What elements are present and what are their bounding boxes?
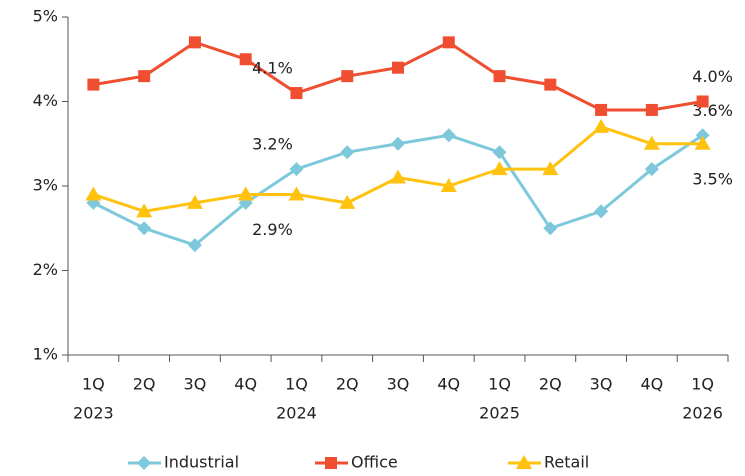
legend-item: Retail xyxy=(508,453,589,472)
marker xyxy=(341,70,354,83)
x-group-label: 2025 xyxy=(479,404,520,423)
marker xyxy=(187,238,202,253)
x-tick-label: 2Q xyxy=(133,375,156,394)
x-tick-label: 4Q xyxy=(437,375,460,394)
x-tick-label: 2Q xyxy=(336,375,359,394)
marker xyxy=(645,103,658,116)
x-tick-label: 1Q xyxy=(285,375,308,394)
x-tick-label: 1Q xyxy=(691,375,714,394)
marker xyxy=(188,36,201,49)
y-tick-label: 3% xyxy=(33,176,58,195)
marker xyxy=(186,194,203,209)
marker xyxy=(137,456,151,470)
legend-item: Industrial xyxy=(128,453,239,472)
marker xyxy=(325,457,337,469)
legend-item: Office xyxy=(315,453,398,472)
marker xyxy=(516,455,532,469)
x-tick-label: 3Q xyxy=(387,375,410,394)
marker xyxy=(442,36,455,49)
marker xyxy=(138,70,151,83)
marker xyxy=(440,178,457,192)
marker xyxy=(85,186,102,201)
data-label: 4.0% xyxy=(692,67,733,86)
marker xyxy=(594,204,609,219)
y-tick-label: 2% xyxy=(33,260,58,279)
marker xyxy=(289,162,304,177)
marker xyxy=(390,169,406,184)
marker xyxy=(644,162,659,177)
marker xyxy=(392,61,404,74)
x-tick-label: 2Q xyxy=(539,375,562,394)
y-tick-label: 1% xyxy=(33,345,58,364)
marker xyxy=(391,136,405,151)
x-tick-label: 4Q xyxy=(640,375,663,394)
marker xyxy=(136,203,153,218)
data-label: 2.9% xyxy=(252,220,293,239)
series-line xyxy=(92,133,704,247)
series-line xyxy=(93,40,703,112)
marker xyxy=(695,128,710,143)
marker xyxy=(694,135,711,150)
marker xyxy=(493,70,506,83)
x-tick-label: 1Q xyxy=(488,375,511,394)
marker xyxy=(542,161,559,176)
marker xyxy=(492,145,507,160)
marker xyxy=(339,194,356,209)
legend-label: Industrial xyxy=(164,453,239,472)
marker xyxy=(643,135,660,150)
legend-label: Retail xyxy=(544,453,589,472)
marker xyxy=(543,221,558,236)
marker xyxy=(340,145,355,160)
marker xyxy=(595,103,608,116)
legend-label: Office xyxy=(351,453,398,472)
marker xyxy=(87,78,100,91)
x-group-label: 2024 xyxy=(276,404,317,423)
x-tick-label: 4Q xyxy=(234,375,257,394)
y-tick-label: 4% xyxy=(33,91,58,110)
x-tick-label: 3Q xyxy=(184,375,207,394)
data-label: 3.5% xyxy=(692,169,733,188)
marker xyxy=(696,95,709,108)
y-tick-label: 5% xyxy=(33,7,58,26)
marker xyxy=(290,87,303,100)
x-group-label: 2026 xyxy=(682,404,723,423)
marker xyxy=(237,186,254,201)
data-label: 4.1% xyxy=(252,59,293,78)
x-tick-label: 3Q xyxy=(590,375,613,394)
marker xyxy=(137,221,152,236)
marker xyxy=(239,53,252,66)
marker xyxy=(441,128,456,143)
x-group-label: 2023 xyxy=(73,404,114,423)
marker xyxy=(288,186,305,201)
marker xyxy=(544,78,557,91)
data-label: 3.2% xyxy=(252,135,293,154)
x-tick-label: 1Q xyxy=(82,375,105,394)
marker xyxy=(491,161,508,176)
marker xyxy=(593,118,610,133)
